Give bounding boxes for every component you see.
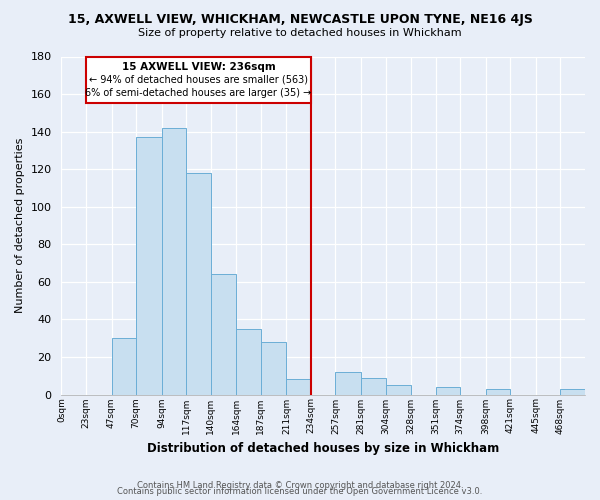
Bar xyxy=(486,389,511,394)
Text: 15, AXWELL VIEW, WHICKHAM, NEWCASTLE UPON TYNE, NE16 4JS: 15, AXWELL VIEW, WHICKHAM, NEWCASTLE UPO… xyxy=(68,12,532,26)
Bar xyxy=(112,338,136,394)
Bar xyxy=(211,274,236,394)
Bar xyxy=(186,173,211,394)
Bar xyxy=(436,387,460,394)
Text: Size of property relative to detached houses in Whickham: Size of property relative to detached ho… xyxy=(138,28,462,38)
Bar xyxy=(261,342,286,394)
Bar xyxy=(136,137,161,394)
Y-axis label: Number of detached properties: Number of detached properties xyxy=(15,138,25,313)
FancyBboxPatch shape xyxy=(86,56,311,104)
Bar xyxy=(161,128,186,394)
Bar xyxy=(560,389,585,394)
Text: 15 AXWELL VIEW: 236sqm: 15 AXWELL VIEW: 236sqm xyxy=(122,62,275,72)
Bar xyxy=(236,329,261,394)
Text: Contains HM Land Registry data © Crown copyright and database right 2024.: Contains HM Land Registry data © Crown c… xyxy=(137,481,463,490)
Bar xyxy=(286,380,311,394)
Bar xyxy=(335,372,361,394)
X-axis label: Distribution of detached houses by size in Whickham: Distribution of detached houses by size … xyxy=(147,442,499,455)
Text: ← 94% of detached houses are smaller (563): ← 94% of detached houses are smaller (56… xyxy=(89,75,308,85)
Bar xyxy=(386,385,411,394)
Text: Contains public sector information licensed under the Open Government Licence v3: Contains public sector information licen… xyxy=(118,487,482,496)
Text: 6% of semi-detached houses are larger (35) →: 6% of semi-detached houses are larger (3… xyxy=(85,88,311,98)
Bar xyxy=(361,378,386,394)
